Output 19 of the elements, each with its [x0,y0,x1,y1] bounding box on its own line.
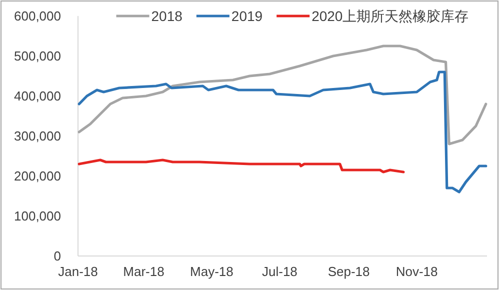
legend-label: 2020上期所天然橡胶库存 [312,8,469,24]
x-tick-label: Jan-18 [58,264,98,279]
line-series [78,70,488,194]
x-tick-label: Jul-18 [262,264,298,279]
y-tick-label: 200,000 [14,168,61,184]
y-tick-label: 500,000 [14,48,61,64]
y-tick-label: 400,000 [14,88,61,104]
x-tick-label: May-18 [190,264,234,279]
x-tick-label: Nov-18 [396,264,438,279]
legend-label: 2018 [151,8,183,24]
y-tick-label: 0 [54,248,61,264]
line-series [78,44,488,146]
y-tick-label: 300,000 [14,128,61,144]
line-series [78,158,405,174]
x-tick-label: Sep-18 [328,264,370,279]
legend-label: 2019 [231,8,263,24]
x-tick-label: Mar-18 [123,264,164,279]
y-tick-label: 600,000 [14,8,61,24]
y-tick-label: 100,000 [14,208,61,224]
